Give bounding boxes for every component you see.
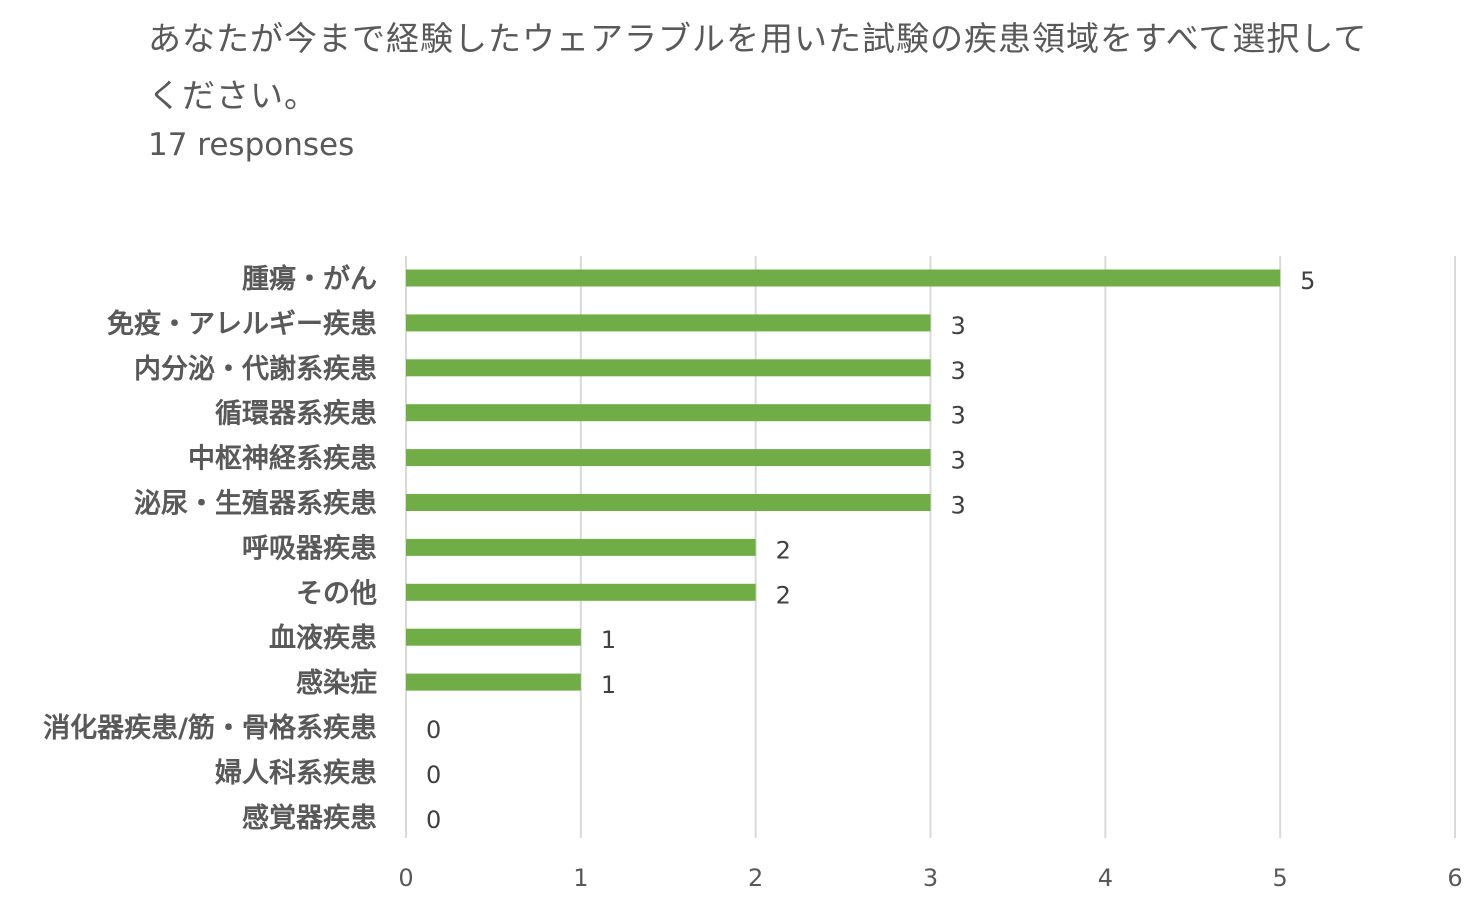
x-tick-label: 0: [398, 864, 413, 892]
response-count: 17 responses: [148, 127, 355, 163]
data-label: 2: [776, 536, 791, 564]
bar: [406, 269, 1281, 287]
data-label: 1: [601, 671, 616, 699]
data-label: 0: [426, 761, 441, 789]
category-label: 腫瘍・がん: [242, 263, 377, 295]
category-label: 呼吸器疾患: [242, 532, 377, 564]
category-label: 中枢神経系疾患: [188, 443, 377, 475]
category-label: その他: [296, 578, 377, 609]
x-tick-label: 6: [1447, 864, 1462, 892]
x-tick-label: 1: [573, 864, 588, 892]
x-tick-label: 3: [923, 864, 938, 892]
data-label: 3: [951, 492, 966, 520]
bar: [406, 449, 931, 467]
bar: [406, 494, 931, 511]
data-label: 3: [951, 447, 966, 475]
bars: [406, 269, 1281, 691]
bar: [406, 628, 581, 646]
category-label: 泌尿・生殖器系疾患: [134, 488, 377, 520]
data-label: 3: [951, 312, 966, 340]
labels: 0 1 2 3 4 5 6 腫瘍・がん 5 免疫・アレルギー疾患 3 内分泌・代謝系疾患 3 循環器系疾患…: [43, 263, 1463, 892]
category-label: 免疫・アレルギー疾患: [107, 308, 377, 340]
data-label: 0: [426, 716, 441, 744]
category-label: 消化器疾患/筋・骨格系疾患: [43, 712, 377, 744]
x-tick-label: 2: [748, 864, 763, 892]
x-tick-label: 4: [1098, 864, 1113, 892]
question-title: あなたが今まで経験したウェアラブルを用いた試験の疾患領域をすべて選択してください…: [148, 19, 1368, 115]
category-label: 感染症: [296, 667, 377, 699]
category-label: 血液疾患: [269, 622, 377, 654]
data-label: 3: [951, 402, 966, 430]
data-label: 2: [776, 581, 791, 609]
category-label: 内分泌・代謝系疾患: [134, 353, 377, 385]
bar: [406, 404, 931, 422]
data-label: 5: [1300, 267, 1315, 295]
category-label: 循環器系疾患: [215, 398, 377, 430]
x-tick-label: 5: [1273, 864, 1288, 892]
data-label: 1: [601, 626, 616, 654]
bar: [406, 314, 931, 332]
category-label: 婦人科系疾患: [214, 757, 377, 789]
bar: [406, 583, 756, 601]
bar: [406, 673, 581, 691]
gridlines: [405, 256, 1456, 838]
data-label: 3: [951, 357, 966, 385]
category-label: 感覚器疾患: [242, 802, 377, 834]
data-label: 0: [426, 806, 441, 834]
bar: [406, 359, 931, 377]
bar: [406, 538, 756, 556]
